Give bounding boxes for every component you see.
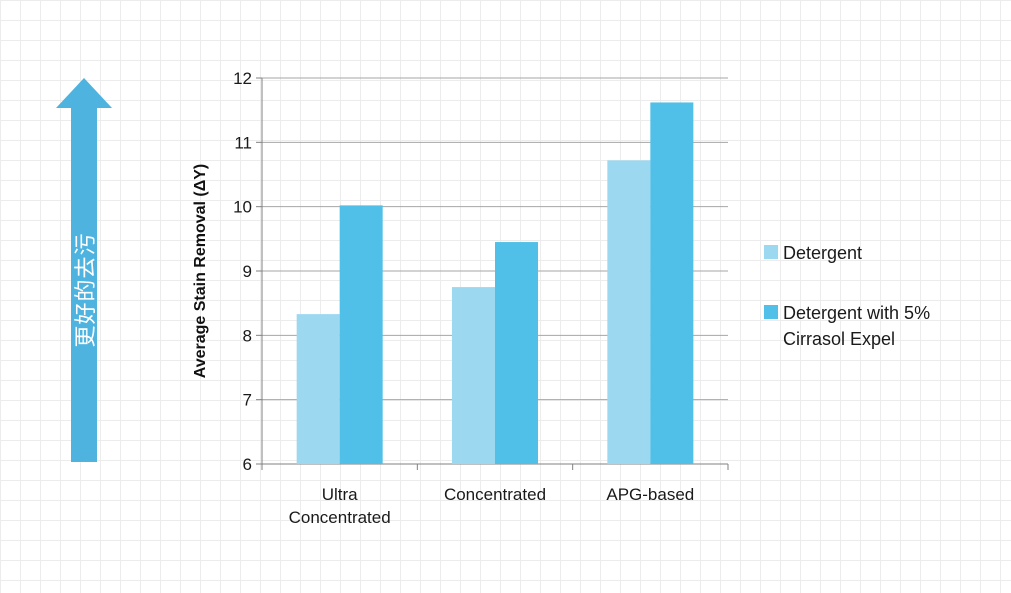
better-stain-removal-arrow bbox=[56, 78, 112, 462]
chart-legend: Detergent Detergent with 5% Cirrasol Expel bbox=[764, 240, 994, 386]
bar bbox=[339, 205, 383, 464]
bar bbox=[650, 102, 694, 465]
y-axis-title: Average Stain Removal (ΔY) bbox=[192, 164, 209, 379]
bar bbox=[607, 160, 651, 464]
y-tick-label: 12 bbox=[233, 69, 252, 88]
x-category-label: Ultra bbox=[322, 485, 358, 504]
x-category-label: Concentrated bbox=[289, 508, 391, 527]
y-tick-label: 11 bbox=[234, 133, 252, 152]
legend-item: Detergent bbox=[764, 240, 994, 266]
bar bbox=[452, 287, 495, 464]
bar bbox=[296, 314, 340, 464]
legend-label: Detergent with 5% Cirrasol Expel bbox=[783, 303, 931, 349]
y-tick-label: 9 bbox=[243, 262, 252, 281]
legend-swatch bbox=[764, 245, 778, 259]
x-category-label: APG-based bbox=[606, 485, 694, 504]
up-arrow-icon bbox=[56, 78, 112, 462]
legend-item: Detergent with 5% Cirrasol Expel bbox=[764, 300, 994, 352]
bar bbox=[495, 242, 538, 464]
y-tick-label: 6 bbox=[243, 455, 252, 474]
y-tick-label: 10 bbox=[233, 198, 252, 217]
legend-label: Detergent bbox=[783, 243, 863, 263]
y-tick-label: 7 bbox=[243, 391, 252, 410]
x-category-label: Concentrated bbox=[444, 485, 546, 504]
y-tick-label: 8 bbox=[243, 326, 252, 345]
legend-swatch bbox=[764, 305, 778, 319]
